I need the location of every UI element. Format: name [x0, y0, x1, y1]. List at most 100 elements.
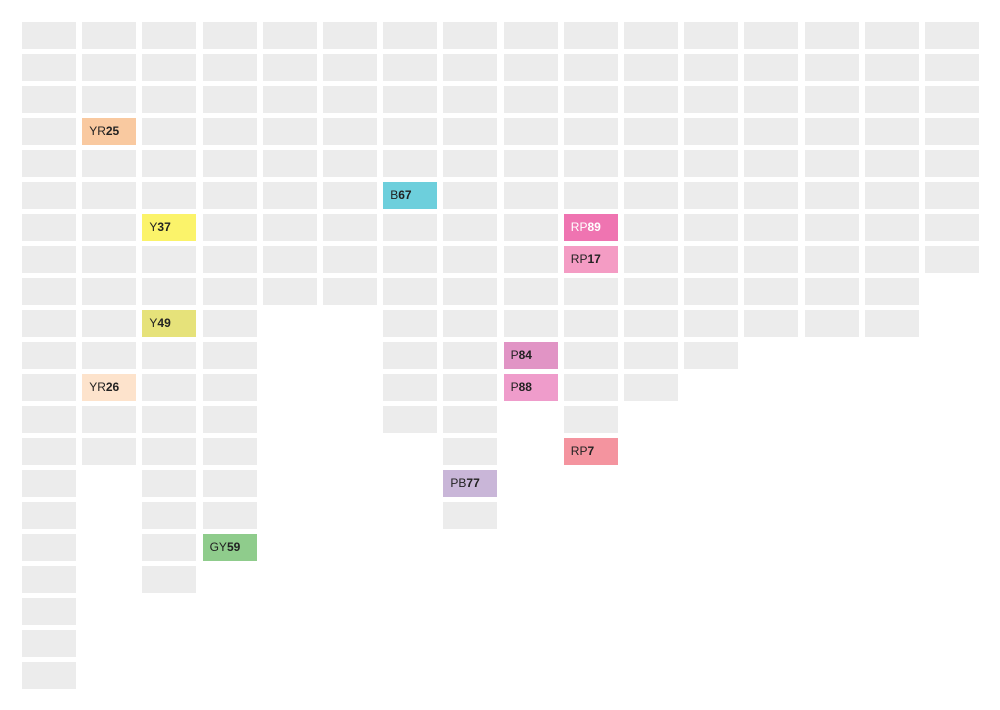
cell [262, 22, 317, 49]
cell [443, 182, 498, 209]
cell [22, 246, 76, 273]
cell [443, 246, 498, 273]
cell [22, 86, 76, 113]
cell [443, 22, 498, 49]
cell [563, 310, 618, 337]
cell [864, 182, 919, 209]
cell [563, 150, 618, 177]
cell [323, 118, 377, 145]
cell [383, 150, 438, 177]
cell [744, 182, 799, 209]
swatch-number: 59 [226, 540, 241, 554]
cell [624, 54, 678, 81]
cell [804, 22, 859, 49]
cell [22, 182, 76, 209]
cell [804, 214, 859, 241]
cell [202, 502, 257, 529]
cell [82, 22, 137, 49]
cell [864, 150, 919, 177]
cell [383, 86, 438, 113]
cell [22, 150, 76, 177]
swatch-number: 17 [587, 252, 601, 266]
cell [22, 118, 76, 145]
cell [563, 86, 618, 113]
cell [142, 374, 197, 401]
cell [142, 22, 197, 49]
cell [563, 54, 618, 81]
swatch-prefix: RP [570, 444, 588, 458]
cell [624, 86, 678, 113]
cell [202, 470, 257, 497]
swatch-number: 37 [157, 220, 171, 234]
cell [22, 22, 76, 49]
cell [744, 278, 799, 305]
cell [443, 86, 498, 113]
cell [864, 118, 919, 145]
color-swatch: YR25 [82, 118, 137, 145]
cell [443, 374, 498, 401]
swatch-number: 67 [398, 188, 412, 202]
cell [323, 214, 377, 241]
cell [142, 278, 197, 305]
cell [563, 118, 618, 145]
cell [563, 278, 618, 305]
swatch-number: 49 [157, 316, 171, 330]
cell [142, 182, 197, 209]
cell [142, 470, 197, 497]
cell [804, 150, 859, 177]
cell [323, 182, 377, 209]
cell [22, 54, 76, 81]
cell [624, 246, 678, 273]
cell [804, 118, 859, 145]
cell [383, 214, 438, 241]
cell [82, 406, 137, 433]
cell [624, 214, 678, 241]
cell [202, 342, 257, 369]
swatch-number: 84 [518, 348, 532, 362]
color-swatch: YR26 [82, 374, 137, 401]
cell [443, 406, 498, 433]
cell [443, 438, 498, 465]
cell [503, 214, 558, 241]
swatch-prefix: Y [149, 220, 158, 234]
swatch-prefix: P [510, 380, 519, 394]
cell [804, 278, 859, 305]
cell [744, 86, 799, 113]
cell [744, 310, 799, 337]
cell [925, 86, 979, 113]
cell [202, 374, 257, 401]
cell [82, 310, 137, 337]
cell [443, 342, 498, 369]
swatch-prefix: Y [149, 316, 158, 330]
cell [563, 182, 618, 209]
cell [624, 278, 678, 305]
cell [684, 86, 739, 113]
cell [22, 662, 76, 689]
cell [142, 150, 197, 177]
color-swatch: P84 [503, 342, 558, 369]
swatch-number: 77 [466, 476, 480, 490]
cell [262, 278, 317, 305]
cell [22, 502, 76, 529]
swatch-prefix: RP [570, 220, 588, 234]
cell [563, 342, 618, 369]
swatch-prefix: GY [209, 540, 227, 554]
cell [142, 54, 197, 81]
cell [262, 214, 317, 241]
cell [22, 310, 76, 337]
cell [22, 566, 76, 593]
cell [925, 54, 979, 81]
color-swatch: Y37 [142, 214, 197, 241]
cell [142, 246, 197, 273]
cell [22, 278, 76, 305]
cell [202, 278, 257, 305]
cell [443, 118, 498, 145]
swatch-number: 7 [587, 444, 595, 458]
cell [864, 310, 919, 337]
cell [624, 118, 678, 145]
cell [82, 342, 137, 369]
cell [684, 246, 739, 273]
swatch-prefix: PB [450, 476, 467, 490]
cell [684, 342, 739, 369]
